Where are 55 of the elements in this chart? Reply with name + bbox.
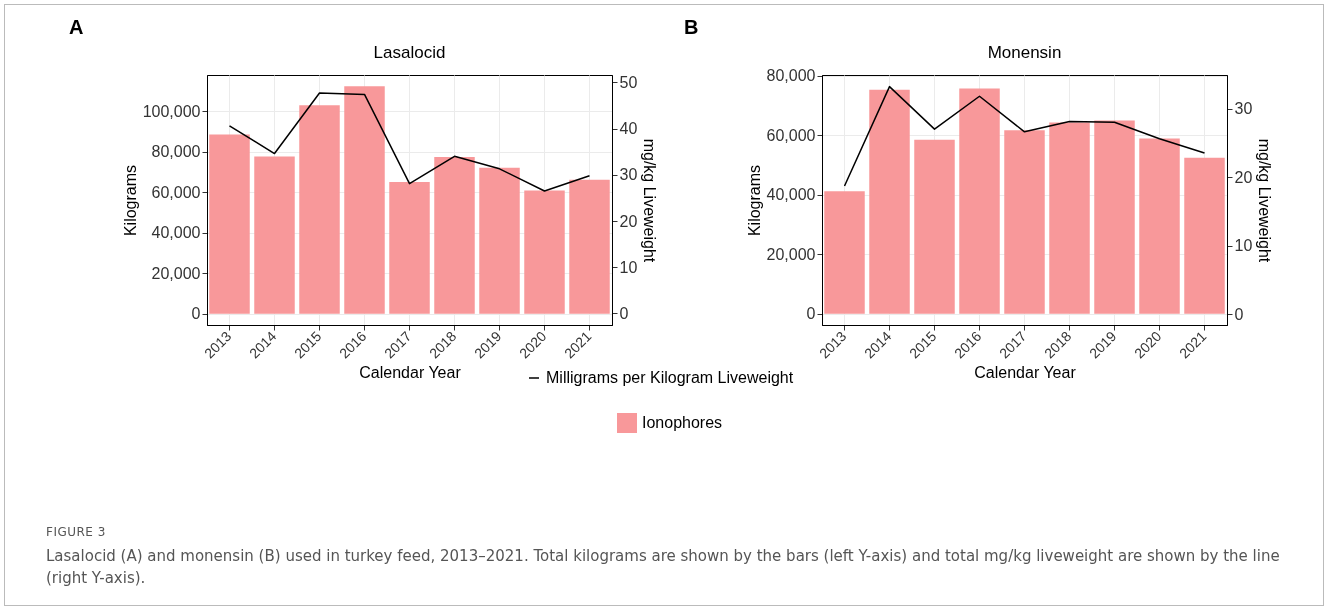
y-tick-label: 20,000: [766, 245, 816, 263]
bar: [824, 191, 865, 314]
legend-label: Ionophores: [642, 414, 723, 431]
y2-tick-label: 20: [619, 212, 638, 230]
bar: [1004, 130, 1045, 314]
y2-tick-label: 10: [619, 258, 638, 276]
y-tick-label: 40,000: [151, 224, 201, 242]
line-series: [228, 92, 591, 192]
x-axis-title: Calendar Year: [974, 364, 1077, 382]
line-series: [843, 85, 1206, 187]
y-tick-label: 40,000: [766, 186, 816, 204]
text: Lasalocid (A) and monensin (B) used in turkey feed, 2013–2021. Total kilograms are shown by the bars (left Y-axis) and total mg/kg liveweight are shown by the line (right Y-axis).: [46, 546, 1281, 589]
y2-tick-label: 10: [1234, 237, 1253, 255]
bar: [344, 86, 385, 314]
bar: [434, 156, 475, 314]
bar: [254, 156, 295, 314]
bar: [1139, 138, 1180, 314]
bar: [479, 167, 520, 314]
y-tick-label: 20,000: [151, 264, 201, 282]
y2-tick-label: 0: [1234, 305, 1244, 323]
bar: [299, 105, 340, 314]
legend-label: Milligrams per Kilogram Liveweight: [546, 369, 794, 386]
bar: [1094, 120, 1135, 314]
y-axis-title: Kilograms: [121, 164, 139, 237]
bar: [869, 89, 910, 314]
chart-title: Monensin: [987, 43, 1062, 62]
bar: [1049, 122, 1090, 314]
x-axis-title: Calendar Year: [359, 364, 462, 382]
y2-tick-label: 50: [619, 73, 638, 91]
bar: [1184, 157, 1225, 314]
y-tick-label: 80,000: [766, 67, 816, 85]
bar: [914, 139, 955, 314]
bar: [524, 190, 565, 314]
y-tick-label: 100,000: [142, 102, 201, 120]
bar: [569, 179, 610, 314]
y2-tick-label: 0: [619, 304, 629, 322]
y-tick-label: 60,000: [151, 183, 201, 201]
bar: [959, 88, 1000, 314]
y2-tick-label: 30: [619, 166, 638, 184]
text: A: [69, 16, 84, 38]
y-tick-label: 0: [191, 305, 201, 323]
text: B: [684, 16, 699, 38]
y2-tick-label: 20: [1234, 168, 1253, 186]
y2-tick-label: 40: [619, 120, 638, 138]
bar: [209, 134, 250, 314]
y-tick-label: 80,000: [151, 143, 201, 161]
caption: FIGURE 3: [46, 525, 107, 539]
y2-axis-title: mg/kg Liveweight: [1256, 138, 1274, 263]
y-tick-label: 60,000: [766, 126, 816, 144]
y2-axis-title: mg/kg Liveweight: [641, 138, 659, 263]
y2-tick-label: 30: [1234, 100, 1253, 118]
y-axis-title: Kilograms: [745, 164, 763, 237]
bar: [389, 182, 430, 314]
chart-title: Lasalocid: [373, 43, 446, 62]
y-tick-label: 0: [806, 305, 816, 323]
